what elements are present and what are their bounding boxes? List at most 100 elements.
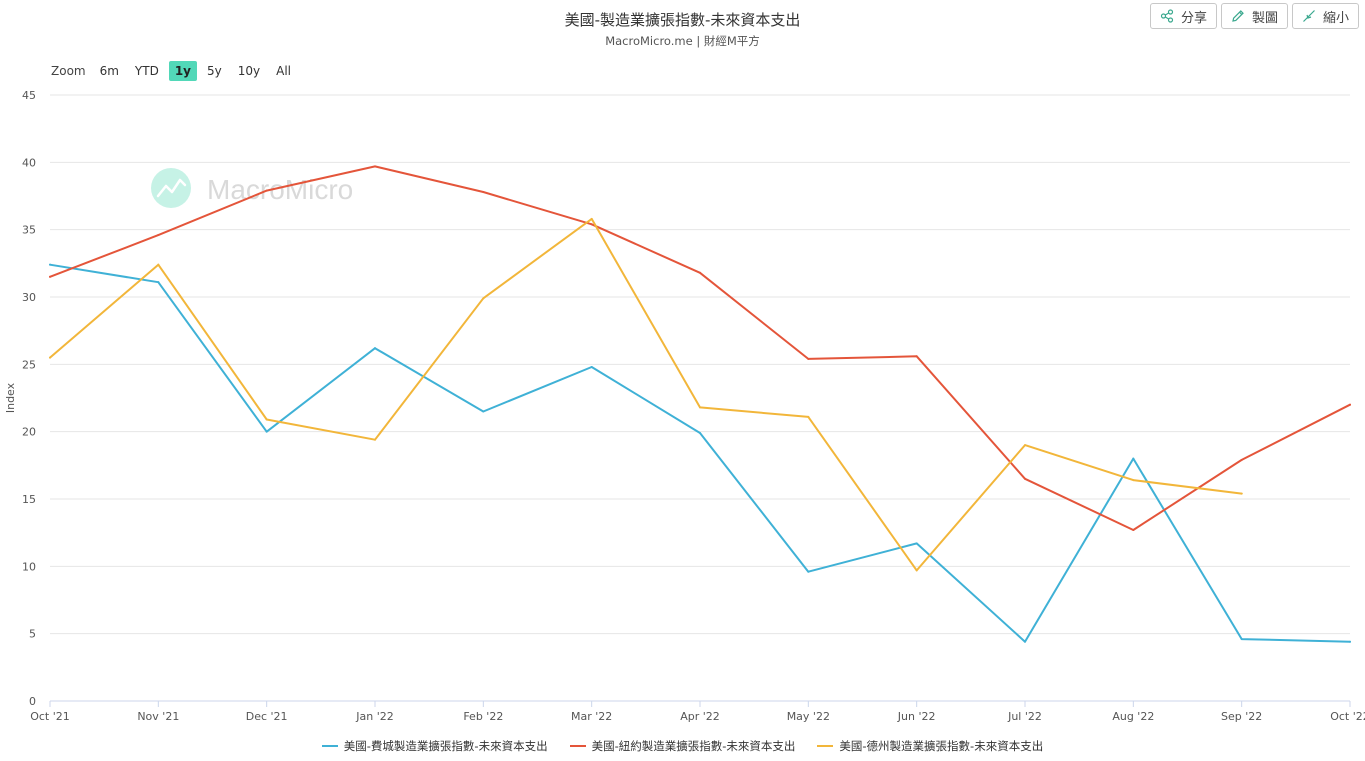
data-point (482, 410, 485, 413)
y-tick-label: 15 (22, 493, 36, 506)
x-tick-label: Jun '22 (897, 710, 936, 723)
zoom-5y-button[interactable]: 5y (207, 64, 222, 78)
zoom-selector: Zoom 6m YTD 1y 5y 10y All (51, 61, 301, 81)
data-point (49, 356, 51, 359)
zoom-label: Zoom (51, 64, 86, 78)
data-point (1349, 640, 1351, 643)
shrink-button[interactable]: 縮小 (1291, 3, 1359, 29)
share-button[interactable]: 分享 (1149, 3, 1217, 29)
draw-label: 製圖 (1251, 10, 1278, 26)
y-tick-label: 0 (29, 695, 36, 708)
y-axis-label: Index (4, 382, 17, 413)
x-tick-label: Apr '22 (680, 710, 720, 723)
data-point (1132, 479, 1135, 482)
data-point (699, 271, 701, 274)
x-tick-label: Dec '21 (246, 710, 288, 723)
x-tick-label: Aug '22 (1112, 710, 1154, 723)
data-point (807, 570, 810, 573)
logo-mark (156, 178, 187, 198)
macromicro-logo-icon (151, 168, 191, 208)
chart-title: 美國-製造業擴張指數-未來資本支出 (564, 11, 801, 29)
data-point (590, 223, 593, 226)
x-tick-label: Mar '22 (571, 710, 612, 723)
watermark: MacroMicro (151, 168, 353, 208)
watermark-text: MacroMicro (207, 174, 353, 205)
x-tick-label: Feb '22 (463, 710, 503, 723)
data-point (265, 189, 268, 192)
data-point (807, 415, 810, 418)
legend-item-3[interactable]: 美國-德州製造業擴張指數-未來資本支出 (817, 738, 1043, 754)
data-point (374, 165, 376, 168)
chart-subtitle: MacroMicro.me | 財經M平方 (605, 34, 760, 48)
zoom-10y-button[interactable]: 10y (237, 64, 261, 78)
data-point (49, 275, 51, 278)
data-point (1024, 477, 1026, 480)
zoom-all-button[interactable]: All (276, 64, 292, 78)
data-point (265, 418, 268, 421)
data-point (49, 263, 51, 266)
axes: 0 5 10 15 20 25 30 35 40 45 Oct '21 Nov '21 Dec '21 J… (22, 89, 1365, 723)
data-point (1132, 528, 1135, 531)
data-point (699, 432, 701, 435)
zoom-6m-button[interactable]: 6m (99, 64, 119, 78)
data-point (807, 357, 810, 360)
legend-swatch (569, 745, 586, 747)
pencil-icon (1231, 9, 1245, 23)
legend-label: 美國-費城製造業擴張指數-未來資本支出 (343, 739, 548, 753)
legend-item-1[interactable]: 美國-費城製造業擴張指數-未來資本支出 (321, 738, 548, 754)
y-tick-label: 35 (22, 224, 36, 237)
data-point (1349, 403, 1351, 406)
shrink-label: 縮小 (1322, 10, 1349, 26)
series-line-2 (49, 165, 1351, 531)
y-tick-label: 20 (22, 426, 36, 439)
x-tick-label: Jul '22 (1007, 710, 1042, 723)
data-point (915, 355, 918, 358)
data-point (915, 542, 918, 545)
data-point (157, 263, 160, 266)
data-point (915, 569, 918, 572)
toolbar: 分享 製圖 縮小 (1149, 3, 1359, 29)
zoom-ytd-button[interactable]: YTD (134, 64, 159, 78)
y-tick-label: 25 (22, 358, 36, 371)
series-line-3 (49, 217, 1243, 572)
data-point (1024, 640, 1026, 643)
data-point (374, 347, 376, 350)
data-point (482, 190, 485, 193)
legend-label: 美國-德州製造業擴張指數-未來資本支出 (839, 739, 1044, 753)
data-point (265, 430, 268, 433)
series-line-1 (49, 263, 1351, 643)
data-point (157, 234, 160, 237)
data-point (482, 297, 485, 300)
data-point (1240, 458, 1243, 461)
y-tick-label: 10 (22, 560, 36, 573)
x-tick-label: Oct '22 (1330, 710, 1365, 723)
legend-item-2[interactable]: 美國-紐約製造業擴張指數-未來資本支出 (569, 738, 796, 754)
data-point (1240, 492, 1243, 495)
legend-swatch (321, 745, 338, 747)
share-icon (1160, 9, 1174, 23)
share-label: 分享 (1180, 10, 1207, 26)
zoom-1y-button[interactable]: 1y (168, 61, 197, 81)
data-point (699, 406, 701, 409)
legend-label: 美國-紐約製造業擴張指數-未來資本支出 (591, 739, 796, 753)
y-tick-label: 5 (29, 628, 36, 641)
draw-button[interactable]: 製圖 (1220, 3, 1288, 29)
y-tick-label: 40 (22, 156, 36, 169)
x-tick-label: Nov '21 (137, 710, 179, 723)
data-point (590, 366, 593, 369)
legend: 美國-費城製造業擴張指數-未來資本支出 美國-紐約製造業擴張指數-未來資本支出 美國… (0, 738, 1365, 754)
y-tick-label: 45 (22, 89, 36, 102)
data-point (590, 217, 593, 220)
x-tick-label: Jan '22 (355, 710, 393, 723)
data-point (374, 438, 376, 441)
data-point (1024, 444, 1026, 447)
x-tick-label: Oct '21 (30, 710, 70, 723)
series (49, 165, 1351, 643)
data-point (157, 281, 160, 284)
y-tick-label: 30 (22, 291, 36, 304)
x-tick-label: Sep '22 (1221, 710, 1262, 723)
grid (50, 94, 1350, 635)
legend-swatch (817, 745, 834, 747)
x-tick-label: May '22 (787, 710, 830, 723)
